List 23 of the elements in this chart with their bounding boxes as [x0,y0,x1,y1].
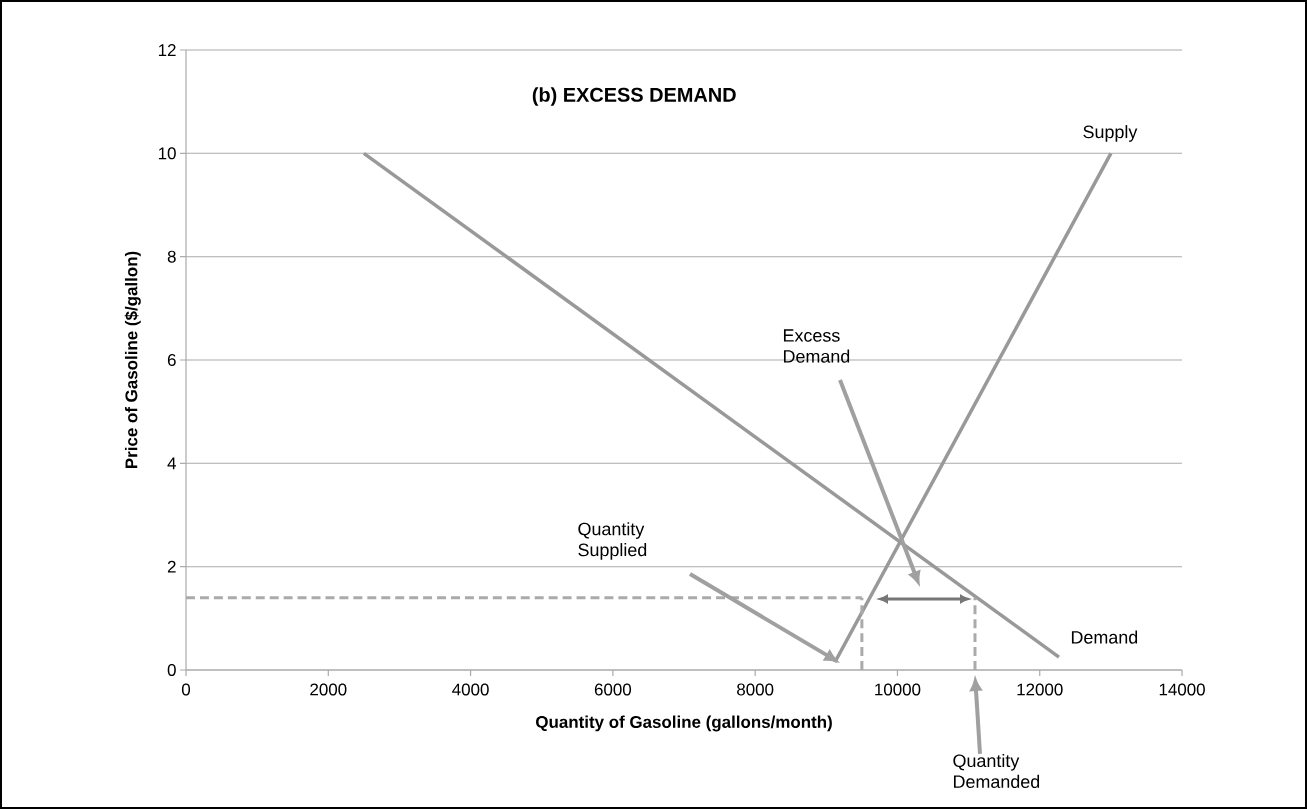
y-tick-label: 10 [158,147,176,160]
series-label: Supply [1083,125,1138,142]
y-axis-title: Price of Gasoline ($/gallon) [124,251,141,469]
annotation: Excess Demand [783,329,850,363]
y-tick-label: 8 [167,250,176,263]
y-tick-label: 4 [167,457,176,470]
x-tick-label: 14000 [1159,683,1205,696]
y-tick-label: 0 [167,664,176,676]
x-axis-title: Quantity of Gasoline (gallons/month) [536,715,832,732]
text: (b) EXCESS DEMAND [532,87,736,106]
y-tick-label: 6 [167,353,176,366]
y-tick-label: 12 [158,44,176,56]
x-tick-label: 6000 [594,683,632,696]
series-label: Demand [1071,630,1138,644]
x-tick-label: 2000 [310,683,347,696]
x-tick-label: 12000 [1017,683,1063,696]
x-tick-label: 10000 [875,683,921,696]
x-tick-label: 0 [181,683,191,696]
y-tick-label: 2 [167,560,176,573]
annotation: Quantity Supplied [578,522,647,560]
text: Quantity Demanded [953,753,1040,789]
x-tick-label: 4000 [452,683,489,696]
x-tick-label: 8000 [737,683,774,696]
